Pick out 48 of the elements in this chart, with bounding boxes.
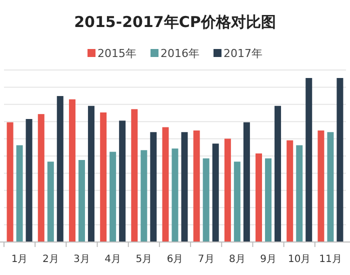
bar bbox=[68, 99, 76, 242]
bar bbox=[181, 132, 188, 242]
bar bbox=[318, 130, 324, 242]
x-tick-label: 11月 bbox=[319, 254, 342, 265]
x-tick-label: 8月 bbox=[228, 254, 246, 265]
x-tick-label: 10月 bbox=[288, 254, 311, 265]
chart-title: 2015-2017年CP价格对比图 bbox=[74, 13, 276, 31]
legend-label: 2017年 bbox=[224, 47, 262, 60]
bar bbox=[202, 158, 210, 242]
bar bbox=[78, 160, 85, 242]
bar bbox=[172, 148, 178, 242]
bar bbox=[110, 152, 116, 242]
bar bbox=[88, 106, 94, 242]
bar bbox=[286, 140, 294, 242]
bar bbox=[224, 138, 231, 242]
legend-label: 2016年 bbox=[160, 47, 200, 60]
x-tick-label: 9月 bbox=[260, 254, 276, 265]
bar bbox=[150, 132, 157, 242]
bar bbox=[256, 153, 262, 242]
bar bbox=[234, 162, 240, 242]
x-tick-label: 6月 bbox=[166, 254, 184, 265]
bar bbox=[265, 158, 272, 242]
x-tick-label: 2月 bbox=[42, 254, 59, 265]
legend-label: 2015年 bbox=[98, 47, 136, 60]
x-tick-label: 4月 bbox=[104, 254, 122, 265]
x-tick-label: 5月 bbox=[136, 254, 152, 265]
bar bbox=[56, 96, 64, 242]
bar bbox=[162, 127, 169, 242]
bar bbox=[140, 150, 148, 242]
bar bbox=[243, 122, 250, 242]
bar bbox=[6, 122, 14, 242]
bar bbox=[131, 109, 138, 242]
bar bbox=[306, 78, 312, 242]
bar bbox=[336, 78, 344, 242]
bar bbox=[212, 144, 219, 242]
bar bbox=[100, 112, 107, 242]
x-tick-label: 1月 bbox=[11, 254, 28, 265]
x-tick-label: 7月 bbox=[198, 254, 214, 265]
bar bbox=[119, 120, 126, 242]
bar bbox=[327, 132, 334, 242]
bar bbox=[193, 130, 200, 242]
bar bbox=[47, 162, 54, 242]
bar bbox=[16, 145, 23, 242]
bar bbox=[38, 114, 44, 242]
bar bbox=[274, 106, 282, 242]
bar bbox=[296, 145, 303, 242]
x-tick-label: 3月 bbox=[74, 254, 90, 265]
bar bbox=[26, 119, 32, 242]
